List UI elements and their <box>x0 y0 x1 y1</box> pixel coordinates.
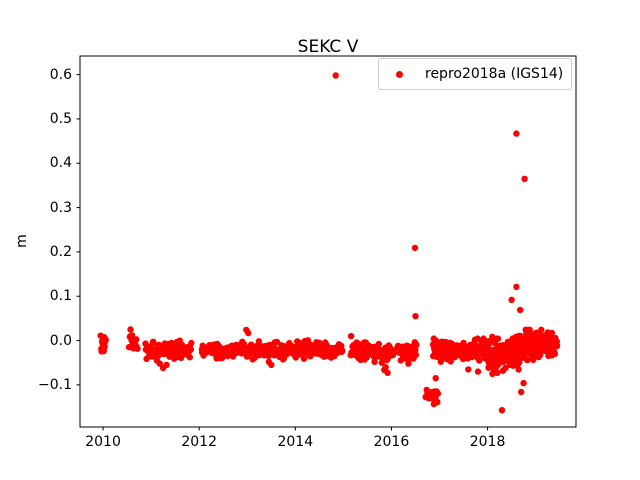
legend-dot-icon <box>396 70 403 78</box>
data-point <box>517 306 524 314</box>
data-point <box>494 335 502 342</box>
data-point <box>526 326 533 333</box>
data-point <box>476 357 483 364</box>
data-point <box>513 283 520 291</box>
legend-label: repro2018a (IGS14) <box>425 66 564 82</box>
data-point <box>102 336 109 343</box>
data-point <box>520 379 527 387</box>
data-point <box>494 369 501 377</box>
data-point <box>382 364 389 371</box>
y-tick-label: 0.4 <box>49 155 72 172</box>
y-tick-label: 0.0 <box>49 332 72 349</box>
data-point <box>465 366 472 373</box>
data-point <box>177 354 185 361</box>
data-point <box>518 388 525 396</box>
data-point <box>156 360 163 367</box>
data-point <box>447 358 454 365</box>
data-point <box>127 326 134 333</box>
data-point <box>384 369 391 377</box>
data-point <box>524 356 531 364</box>
data-point <box>188 339 195 347</box>
x-tick-label: 2018 <box>469 434 506 450</box>
data-point <box>378 359 385 366</box>
data-point <box>521 175 528 182</box>
x-tick-label: 2010 <box>85 434 121 450</box>
data-point <box>134 345 141 352</box>
data-point <box>499 367 507 374</box>
data-point <box>480 335 487 342</box>
data-point <box>513 130 520 137</box>
data-point <box>474 368 482 375</box>
data-point <box>489 370 496 377</box>
data-point <box>434 390 442 397</box>
y-tick-label: 0.2 <box>49 243 72 260</box>
data-point <box>273 338 281 346</box>
x-tick-label: 2012 <box>181 434 218 450</box>
data-point <box>530 354 537 361</box>
data-point <box>411 244 419 252</box>
data-point <box>371 358 378 365</box>
data-point <box>412 346 419 354</box>
data-point <box>434 398 441 406</box>
data-point <box>412 351 420 359</box>
data-point <box>339 347 346 354</box>
data-point <box>101 343 108 350</box>
y-tick-label: 0.6 <box>49 66 72 83</box>
data-point <box>538 326 545 333</box>
y-tick-label: −0.1 <box>38 376 72 393</box>
data-point <box>163 361 170 369</box>
data-point <box>432 375 439 382</box>
data-point <box>219 354 226 361</box>
x-tick-label: 2014 <box>277 434 314 450</box>
data-point <box>508 296 515 303</box>
data-point <box>548 329 556 337</box>
data-point <box>515 366 522 373</box>
y-tick-label: 0.3 <box>49 199 72 216</box>
data-point <box>332 72 339 79</box>
data-point <box>514 360 521 367</box>
axes-frame <box>79 55 577 428</box>
y-tick-label: 0.1 <box>49 288 72 305</box>
data-point <box>498 407 506 414</box>
chart-title: SEKC V <box>297 37 359 57</box>
data-point <box>300 355 308 362</box>
data-point <box>255 338 263 345</box>
data-point <box>186 354 193 361</box>
data-point <box>412 313 419 320</box>
data-point <box>150 338 157 345</box>
data-point <box>413 341 420 348</box>
data-point <box>245 329 252 337</box>
data-point <box>133 336 140 343</box>
data-point <box>347 332 355 340</box>
data-point <box>553 342 561 350</box>
data-point <box>489 333 496 340</box>
data-point <box>375 340 382 348</box>
data-point <box>268 361 275 369</box>
y-axis-label: m <box>14 234 30 248</box>
data-point <box>551 350 559 357</box>
y-tick-label: 0.5 <box>49 110 72 127</box>
data-point <box>187 346 194 353</box>
legend: repro2018a (IGS14) <box>378 58 572 90</box>
x-tick-label: 2016 <box>373 434 410 450</box>
